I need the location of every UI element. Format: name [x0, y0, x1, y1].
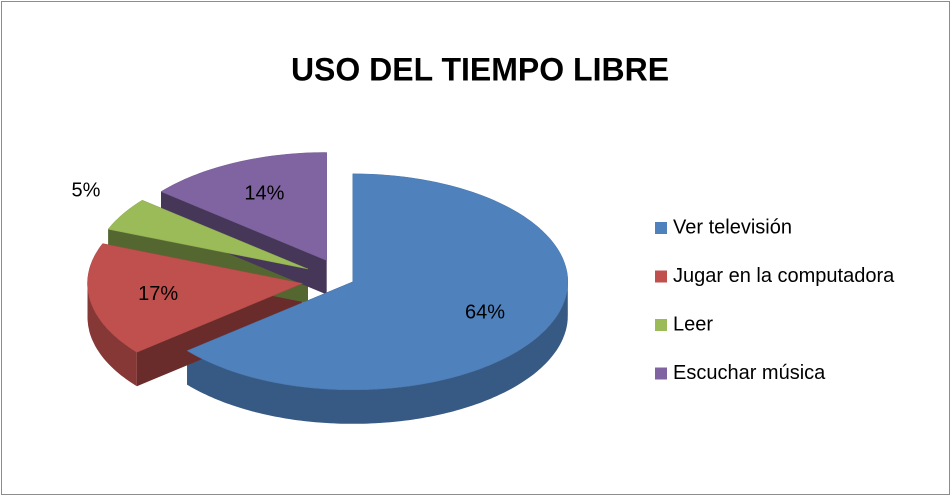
slice: [107, 199, 309, 270]
chart-title: USO DEL TIEMPO LIBRE: [291, 51, 669, 87]
legend-swatch: [655, 319, 667, 331]
legend-swatch: [655, 367, 667, 380]
slice: [87, 243, 304, 353]
data-label: 17%: [138, 283, 178, 305]
data-label: 5%: [71, 179, 100, 201]
data-label: 64%: [465, 301, 505, 323]
legend-label: Jugar en la computadora: [673, 265, 895, 287]
slice: [186, 173, 569, 391]
data-label: 14%: [244, 182, 284, 204]
legend-swatch: [655, 270, 667, 283]
legend-label: Escuchar música: [673, 362, 826, 384]
legend-label: Ver televisión: [673, 216, 792, 238]
slice: [160, 152, 327, 261]
slice-side: [187, 281, 568, 424]
slice-side: [87, 283, 137, 387]
legend-label: Leer: [673, 313, 713, 335]
legend-swatch: [655, 222, 667, 234]
